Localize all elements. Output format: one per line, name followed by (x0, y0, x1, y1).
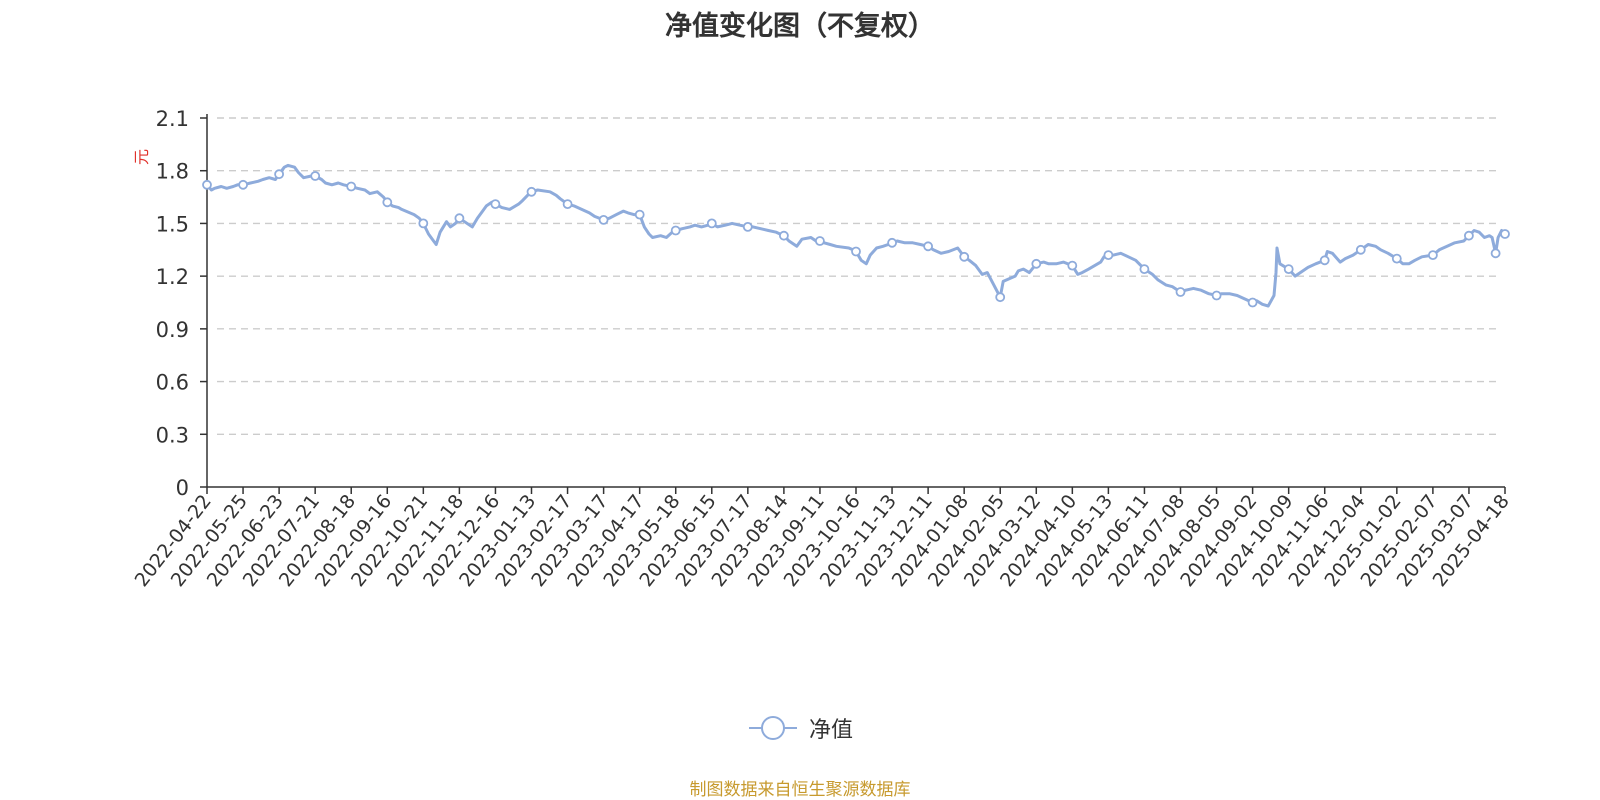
y-tick-label: 0.3 (156, 423, 189, 447)
data-point-marker (706, 218, 717, 229)
data-point-marker (887, 237, 897, 248)
legend[interactable]: 净值 (0, 712, 1600, 744)
legend-label: 净值 (808, 718, 853, 743)
series-line (205, 163, 1507, 308)
y-tick-label: 1.8 (156, 160, 189, 184)
data-point-marker (454, 213, 465, 224)
data-source-note: 制图数据来自恒生聚源数据库 (689, 780, 911, 800)
y-tick-label: 1.5 (156, 212, 189, 236)
data-point-marker (1428, 250, 1438, 261)
data-point-marker (1464, 230, 1474, 241)
data-point-marker (1490, 248, 1501, 259)
y-tick-label: 1.2 (156, 265, 189, 289)
data-point-marker (310, 171, 321, 181)
legend-line-marker-icon (748, 716, 797, 740)
y-tick-label: 2.1 (156, 107, 189, 131)
marker-layer (202, 169, 1510, 308)
data-point-marker (1103, 250, 1114, 261)
data-point-marker (562, 199, 573, 210)
data-point-marker (923, 241, 933, 252)
axes: 00.30.60.91.21.51.82.12022-04-222022-05-… (131, 107, 1514, 591)
data-point-marker (1500, 229, 1510, 239)
data-point-marker (1067, 260, 1078, 271)
data-point-marker (742, 221, 753, 232)
data-point-marker (490, 199, 501, 210)
data-point-marker (274, 169, 285, 180)
data-point-marker (1319, 255, 1330, 266)
data-point-marker (382, 197, 393, 208)
data-point-marker (1211, 290, 1222, 301)
y-tick-label: 0 (176, 476, 189, 500)
data-point-marker (1283, 264, 1294, 275)
data-point-marker (779, 230, 789, 241)
y-tick-label: 0.6 (156, 371, 189, 395)
data-point-marker (959, 251, 970, 262)
grid-lines (217, 117, 1500, 435)
chart-title: 净值变化图（不复权） (665, 11, 935, 42)
data-point-marker (815, 236, 825, 246)
data-point-marker (634, 209, 645, 220)
data-point-marker (346, 181, 357, 192)
data-point-marker (598, 214, 609, 225)
data-point-marker (1031, 258, 1042, 269)
data-point-marker (526, 186, 537, 197)
data-point-marker (418, 218, 429, 229)
data-point-marker (1139, 264, 1150, 275)
data-point-marker (995, 292, 1006, 303)
y-unit-label: 元 (132, 149, 151, 165)
data-point-marker (851, 246, 861, 257)
data-point-marker (1175, 287, 1186, 297)
data-point-marker (670, 225, 681, 236)
data-point-marker (1247, 297, 1258, 308)
data-point-marker (1391, 253, 1402, 264)
series-layer (205, 163, 1507, 308)
data-point-marker (1355, 244, 1366, 255)
data-point-marker (202, 179, 212, 190)
data-point-marker (238, 179, 249, 190)
y-tick-label: 0.9 (156, 318, 189, 342)
